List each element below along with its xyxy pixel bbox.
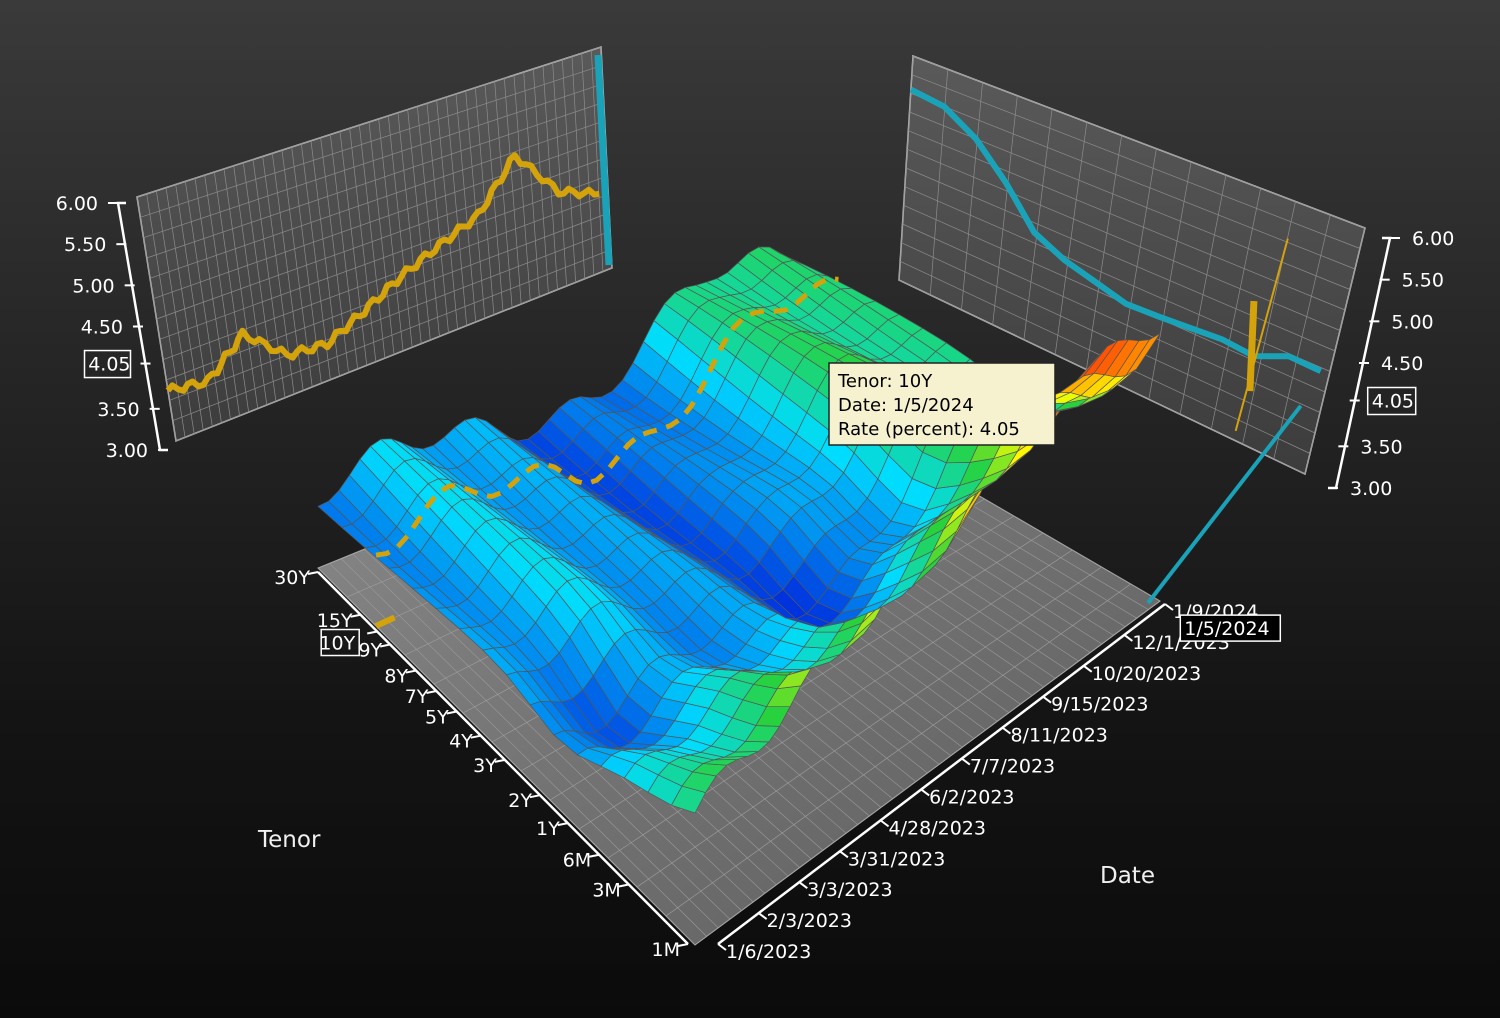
left-wall-cyan-marker <box>594 54 613 266</box>
date-tick-label: 3/3/2023 <box>807 879 892 901</box>
date-tick <box>961 757 971 766</box>
date-tick <box>879 819 890 828</box>
tenor-tick <box>350 613 361 618</box>
tenor-tick-label: 2Y <box>508 790 532 812</box>
date-tick <box>1123 634 1133 642</box>
tenor-tick-label: 15Y <box>317 610 353 632</box>
left-rate-tick-label: 5.00 <box>72 275 114 297</box>
left-rate-tick-label: 6.00 <box>56 193 98 215</box>
date-tick <box>1042 695 1052 704</box>
right-wall-10y-highlight <box>1246 300 1258 392</box>
tenor-tick <box>307 571 319 575</box>
right-rate-marker-label: 4.05 <box>1372 391 1414 413</box>
floor-cyan-edge <box>1146 404 1303 605</box>
left-rate-tick-label: 4.50 <box>81 317 123 339</box>
tenor-tick-label: 8Y <box>384 666 408 688</box>
left-rate-marker-label: 4.05 <box>88 354 130 376</box>
right-rate-tick-label: 4.50 <box>1381 353 1423 375</box>
tenor-tick-label: 4Y <box>449 731 473 753</box>
tenor-tick <box>494 758 506 763</box>
surface-cell <box>769 246 804 265</box>
tooltip-line-3: Rate (percent): 4.05 <box>838 419 1020 440</box>
tenor-tick <box>589 853 600 858</box>
right-wall-series <box>909 86 1322 432</box>
tenor-tick-label: 6M <box>563 850 591 872</box>
left-wall-grid <box>136 46 613 442</box>
surface-10y-path <box>375 276 839 558</box>
date-axis-title: Date <box>1100 863 1155 889</box>
right-rate-tick-label: 6.00 <box>1412 228 1454 250</box>
date-tick <box>717 943 727 951</box>
tooltip: Tenor: 10Y Date: 1/5/2024 Rate (percent)… <box>828 362 1056 446</box>
right-rate-tick-label: 3.50 <box>1360 436 1402 458</box>
tenor-tick <box>446 710 457 715</box>
date-tick <box>920 788 930 797</box>
tenor-tick <box>367 630 378 635</box>
right-rate-tick-label: 5.50 <box>1402 270 1444 292</box>
tenor-tick-label: 1Y <box>536 818 560 840</box>
tenor-tick <box>529 794 541 799</box>
date-tick-label: 1/6/2023 <box>726 941 811 963</box>
left-rate-tick-label: 5.50 <box>64 234 106 256</box>
date-axis-line <box>717 603 1166 945</box>
date-tick-label: 4/28/2023 <box>889 817 986 839</box>
date-tick <box>1164 603 1174 611</box>
left-rate-tick-label: 3.00 <box>106 440 148 462</box>
date-tick-label: 6/2/2023 <box>929 786 1014 808</box>
tenor-marker-box <box>320 628 360 657</box>
tenor-tick <box>426 690 437 695</box>
left-wall-10y-line <box>165 152 600 394</box>
tenor-tick <box>557 822 568 827</box>
left-rate-tick-label: 3.50 <box>97 399 139 421</box>
date-tick <box>839 850 849 859</box>
date-tick-label: 7/7/2023 <box>970 756 1055 778</box>
date-tick-label: 9/15/2023 <box>1051 694 1148 716</box>
date-marker-label: 1/5/2024 <box>1184 618 1269 640</box>
date-tick-label: 3/31/2023 <box>848 848 945 870</box>
date-tick <box>1083 665 1093 673</box>
left-rate-marker-box <box>83 349 132 379</box>
tenor-marker-label: 10Y <box>319 633 355 655</box>
date-tick <box>1001 726 1012 735</box>
date-tick-label: 2/3/2023 <box>767 910 852 932</box>
date-tick <box>798 881 808 889</box>
date-marker-box <box>1179 614 1282 642</box>
tenor-tick <box>379 643 391 648</box>
tenor-tick-label: 7Y <box>405 686 429 708</box>
tenor-tick-label: 5Y <box>425 707 449 729</box>
tooltip-line-1: Tenor: 10Y <box>837 371 933 392</box>
date-tick <box>758 912 768 920</box>
left-wall-series <box>165 54 613 394</box>
tenor-tick-label: 3Y <box>473 755 497 777</box>
tenor-axis-line <box>317 571 689 945</box>
tenor-tick-label: 1M <box>652 939 680 961</box>
tenor-axis-title: Tenor <box>257 827 321 853</box>
tenor-tick <box>405 669 417 674</box>
tooltip-line-2: Date: 1/5/2024 <box>838 395 974 416</box>
tenor-tick <box>470 734 481 739</box>
tenor-tick-label: 9Y <box>358 640 382 662</box>
right-rate-marker-box <box>1366 386 1417 416</box>
right-rate-tick-label: 5.00 <box>1391 311 1433 333</box>
date-tick-label: 10/20/2023 <box>1092 663 1202 685</box>
floor-10y-stub <box>374 614 396 629</box>
right-rate-tick-label: 3.00 <box>1350 478 1392 500</box>
tenor-10y-surface-line <box>374 276 1303 629</box>
tenor-tick-label: 30Y <box>274 567 310 589</box>
tenor-tick <box>618 883 629 888</box>
tenor-tick-label: 3M <box>592 879 620 901</box>
right-wall-10y-marker <box>1234 238 1289 432</box>
date-tick-label: 8/11/2023 <box>1010 725 1107 747</box>
tenor-tick <box>677 943 689 947</box>
